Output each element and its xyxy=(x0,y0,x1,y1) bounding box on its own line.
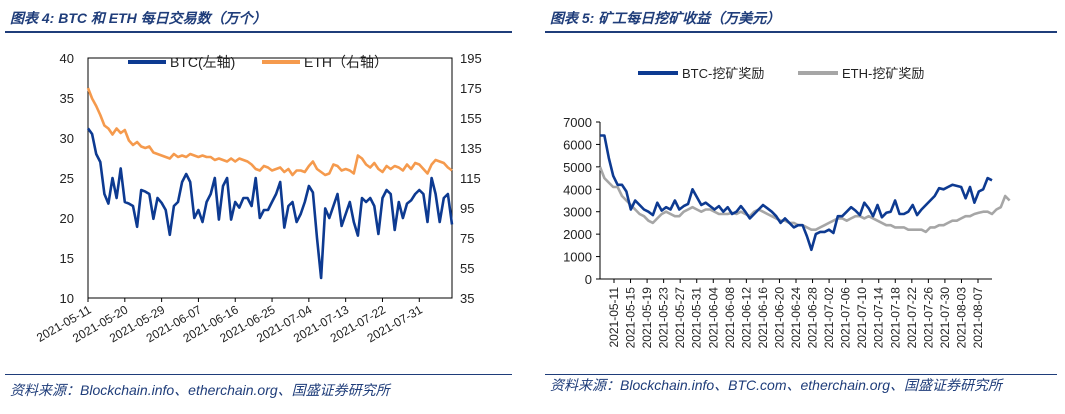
y-axis-tick-label: 3000 xyxy=(563,205,592,220)
y-axis-tick-label: 2000 xyxy=(563,227,592,242)
x-axis-tick-label: 2021-06-24 xyxy=(789,287,803,349)
left-axis-tick-label: 30 xyxy=(60,131,74,146)
x-axis-tick-label: 2021-05-15 xyxy=(624,287,638,349)
left-chart-source: 资料来源：Blockchain.info、etherchain.org、国盛证券… xyxy=(10,382,390,398)
x-axis-tick-label: 2021-06-20 xyxy=(772,287,786,349)
y-axis-tick-label: 5000 xyxy=(563,160,592,175)
left-axis-tick-label: 15 xyxy=(60,251,74,266)
eth-series-line xyxy=(86,87,453,177)
x-axis-tick-label: 2021-07-10 xyxy=(855,287,869,349)
left-axis-tick-label: 25 xyxy=(60,171,74,186)
x-axis-tick-label: 2021-05-23 xyxy=(657,287,671,349)
right-axis-tick-label: 195 xyxy=(460,51,482,66)
y-axis-tick-label: 6000 xyxy=(563,137,592,152)
right-axis-tick-label: 135 xyxy=(460,141,482,156)
right-chart-panel: 图表 5: 矿工每日挖矿收益（万美元） 0 1000 2000 3000 4000 500… xyxy=(540,0,1065,414)
left-title-rule xyxy=(5,31,512,33)
left-chart-title: 图表 4: BTC 和 ETH 每日交易数（万个） xyxy=(10,10,267,26)
eth-reward-line xyxy=(598,166,1011,234)
right-axis-tick-label: 155 xyxy=(460,111,482,126)
left-axis-tick-label: 20 xyxy=(60,211,74,226)
left-source-rule xyxy=(5,374,512,375)
legend-label-btc-reward: BTC-挖矿奖励 xyxy=(682,66,764,81)
right-chart-title: 图表 5: 矿工每日挖矿收益（万美元） xyxy=(550,10,781,26)
x-axis-tick-label: 2021-05-11 xyxy=(607,287,621,348)
left-chart-svg: 1015202530354035557595115135155175195202… xyxy=(34,51,482,345)
x-axis-tick-label: 2021-06-04 xyxy=(706,287,720,349)
left-chart-panel: 图表 4: BTC 和 ETH 每日交易数（万个） 10 15 20 25 30 35 40… xyxy=(0,0,520,414)
x-axis-tick-label: 2021-07-22 xyxy=(905,287,919,349)
x-axis-tick-label: 2021-07-18 xyxy=(888,287,902,349)
x-axis-tick-label: 2021-07-30 xyxy=(938,287,952,349)
x-axis-tick-label: 2021-07-02 xyxy=(822,287,836,349)
x-axis-tick-label: 2021-07-06 xyxy=(839,287,853,349)
left-axis-tick-label: 10 xyxy=(60,291,74,306)
y-axis-tick-label: 4000 xyxy=(563,182,592,197)
right-title-rule xyxy=(545,31,1057,33)
right-axis-tick-label: 115 xyxy=(460,171,481,186)
right-axis-tick-label: 55 xyxy=(460,261,474,276)
x-axis-tick-label: 2021-05-31 xyxy=(690,287,704,349)
x-axis-tick-label: 2021-08-07 xyxy=(971,287,985,349)
left-plot-frame xyxy=(87,57,453,299)
x-axis-tick-label: 2021-07-26 xyxy=(921,287,935,349)
x-axis-tick-label: 2021-06-12 xyxy=(739,287,753,349)
y-axis-tick-label: 1000 xyxy=(563,250,592,265)
legend-label-eth-reward: ETH-挖矿奖励 xyxy=(842,66,924,81)
legend-label-btc: BTC(左轴) xyxy=(170,54,235,70)
x-axis-tick-label: 2021-07-14 xyxy=(872,287,886,349)
left-axis-tick-label: 35 xyxy=(60,91,74,106)
right-axis-tick-label: 35 xyxy=(460,291,474,306)
btc-series-line xyxy=(86,127,454,280)
x-axis-tick-label: 2021-06-16 xyxy=(756,287,770,349)
left-axis-tick-label: 40 xyxy=(60,51,74,66)
x-axis-tick-label: 2021-05-27 xyxy=(673,287,687,349)
right-axis-tick-label: 95 xyxy=(460,201,474,216)
x-axis-tick-label: 2021-06-08 xyxy=(723,287,737,349)
right-axis-tick-label: 175 xyxy=(460,81,482,96)
y-axis-tick-label: 7000 xyxy=(563,115,592,130)
y-axis-tick-label: 0 xyxy=(585,272,592,287)
x-axis-tick-label: 2021-08-03 xyxy=(954,287,968,349)
x-axis-tick-label: 2021-05-19 xyxy=(640,287,654,349)
x-axis-tick-label: 2021-06-28 xyxy=(806,287,820,349)
btc-reward-line xyxy=(600,134,993,252)
right-chart-source: 资料来源：Blockchain.info、BTC.com、etherchain.… xyxy=(550,377,1003,393)
right-axis-tick-label: 75 xyxy=(460,231,474,246)
legend-label-eth: ETH（右轴） xyxy=(304,54,388,70)
right-source-rule xyxy=(545,374,1057,375)
